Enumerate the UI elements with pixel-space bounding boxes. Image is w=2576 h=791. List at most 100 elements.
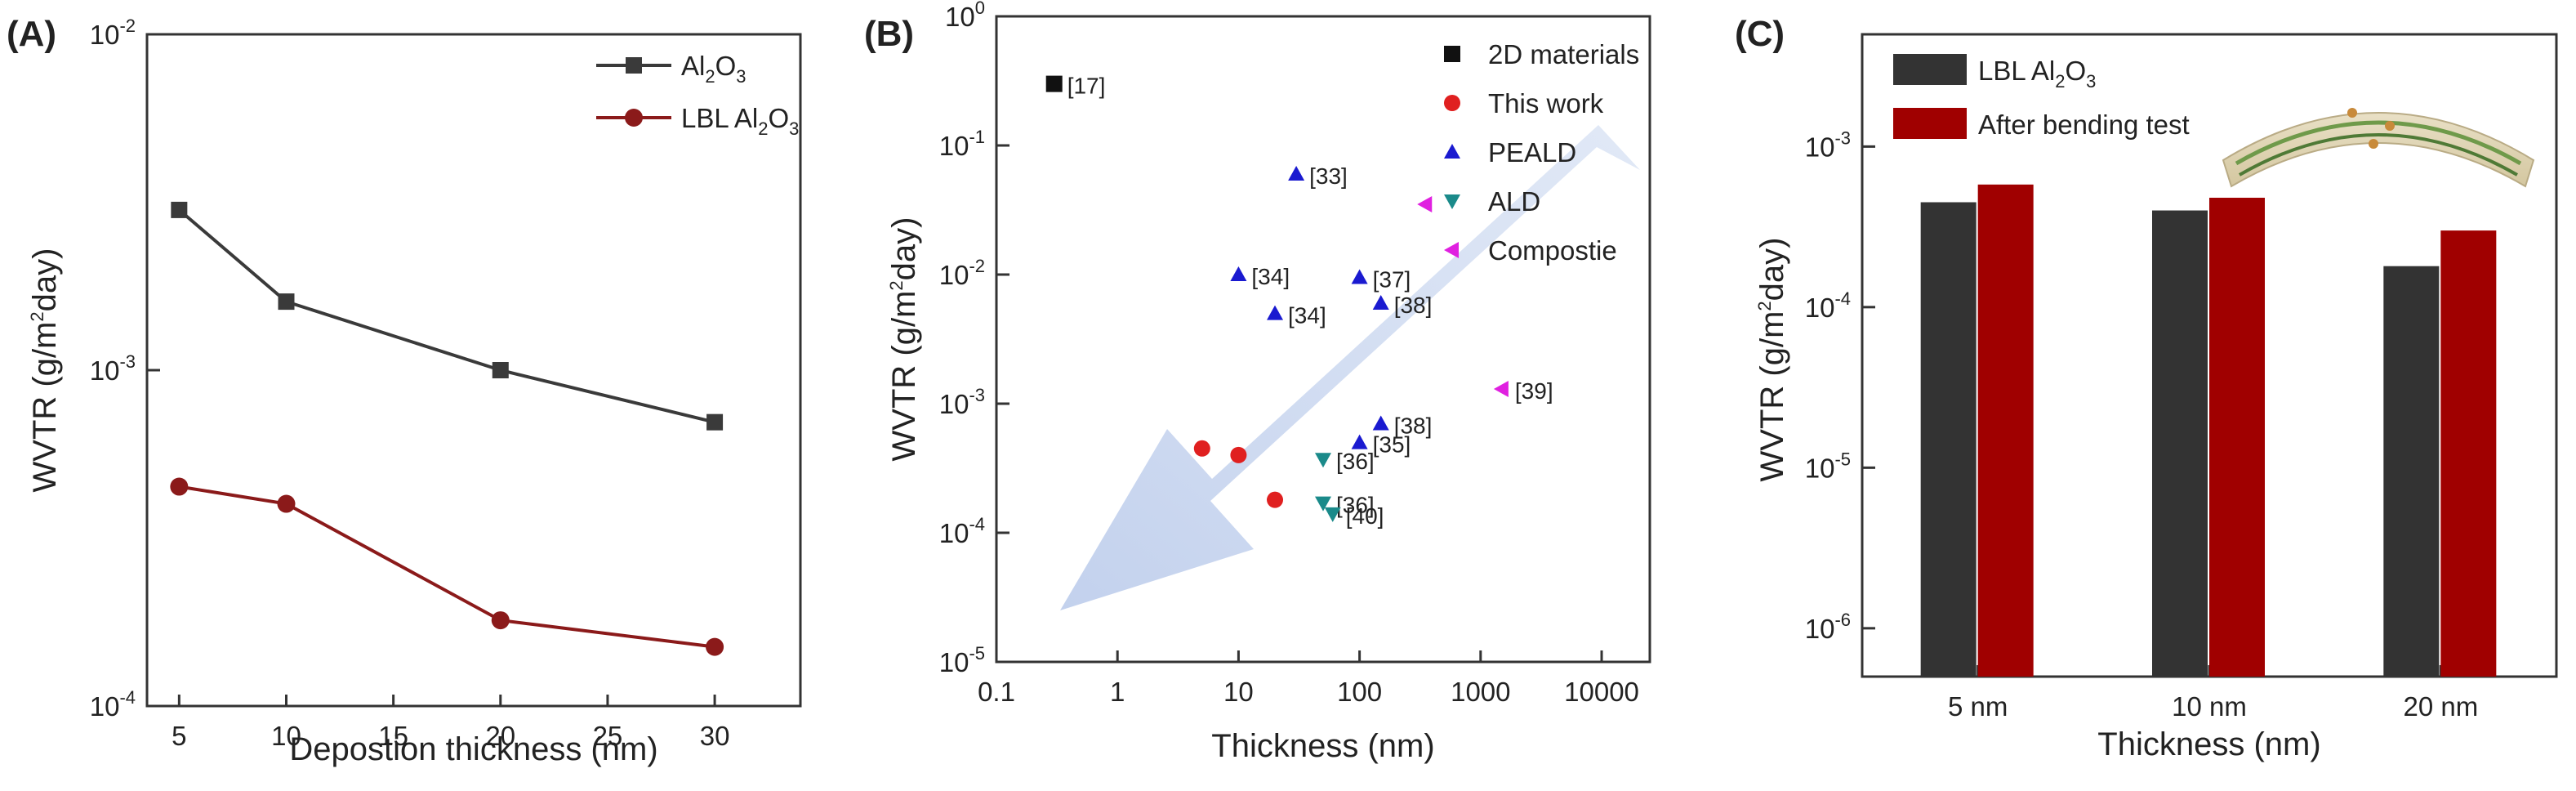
bar-0-1 [2152, 210, 2208, 677]
legend-swatch-after-bending [1893, 108, 1967, 139]
legend-label-2: PEALD [1488, 137, 1576, 168]
legend-item-al2o3: Al2O3 [596, 51, 747, 87]
x-tick-label: 5 nm [1948, 691, 2008, 722]
y-tick-label: 10-4 [939, 514, 985, 548]
reference-label: [39] [1515, 378, 1553, 404]
panel-a-series [170, 201, 724, 656]
panel-a-legend: Al2O3 LBL Al2O3 [596, 51, 799, 139]
data-point-3-2 [1324, 507, 1341, 522]
bent-layer-bottom [2239, 133, 2518, 177]
panel-a-y-axis-title: WVTR (g/m2day) [27, 248, 63, 493]
reference-label: [17] [1067, 74, 1106, 99]
legend-marker-square [626, 57, 642, 74]
panel-c-legend: LBL Al2O3 After bending test [1893, 54, 2190, 140]
x-tick-label: 1 [1110, 677, 1125, 707]
y-tick-label: 10-3 [1805, 127, 1851, 162]
legend-label-3: ALD [1488, 186, 1540, 217]
data-point-2-4 [1372, 295, 1389, 311]
y-tick-label: 10-3 [939, 385, 985, 419]
panel-a-x-axis-title: Depostion thickness (nm) [289, 731, 657, 767]
data-point-2-5 [1372, 415, 1389, 431]
data-point-0-2 [492, 362, 509, 378]
panel-label-c: (C) [1735, 14, 1785, 54]
x-tick-label: 10 [271, 721, 301, 751]
x-tick-label: 10 nm [2172, 691, 2247, 722]
x-tick-label: 0.1 [978, 677, 1015, 707]
legend-label-0: 2D materials [1488, 39, 1639, 69]
bent-film-illustration [2222, 108, 2535, 188]
legend-label-after-bending: After bending test [1978, 109, 2190, 140]
panel-c: (C) 10-3 10-4 10-5 10-6 5 nm 10 nm 20 nm Thick… [1735, 14, 2558, 762]
panel-c-y-axis-title: WVTR (g/m2day) [1754, 238, 1790, 482]
data-point-0-1 [278, 293, 295, 311]
data-point-4-0 [1417, 196, 1433, 213]
data-point-2-1 [1230, 266, 1247, 281]
data-point-1-2 [491, 611, 510, 630]
bar-1-2 [2440, 230, 2497, 677]
y-tick-label: 10-3 [90, 351, 136, 386]
data-point-0-3 [706, 413, 724, 431]
y-tick-label: 10-4 [90, 687, 136, 722]
legend-marker-3 [1444, 194, 1460, 209]
reference-label: [36] [1336, 493, 1375, 518]
panel-b-y-axis-title: WVTR (g/m2day) [886, 217, 922, 462]
reference-label: [40] [1346, 503, 1384, 529]
y-tick-label: 10-2 [939, 256, 985, 290]
legend-item-lbl-al2o3-bar: LBL Al2O3 [1893, 54, 2096, 92]
legend-label-al2o3: Al2O3 [681, 51, 747, 87]
x-tick-label: 30 [700, 721, 730, 751]
panel-b-frame [995, 15, 1651, 664]
y-tick-label: 100 [945, 0, 985, 32]
data-point-2-2 [1267, 305, 1284, 320]
data-point-1-1 [1230, 446, 1247, 463]
panel-b-series: [17][33][34][34][37][38][38][35][36][36]… [1045, 74, 1553, 529]
x-tick-label: 20 nm [2403, 691, 2478, 722]
reference-label: [35] [1373, 432, 1411, 458]
legend-marker-circle [625, 109, 643, 127]
bent-marker-3 [2369, 139, 2378, 149]
series-line-0 [178, 208, 715, 424]
x-tick-label: 100 [1337, 677, 1382, 707]
reference-label: [38] [1394, 293, 1433, 318]
x-tick-label: 15 [378, 721, 408, 751]
panel-c-series [1920, 184, 2497, 677]
reference-label: [34] [1288, 303, 1326, 328]
x-tick-label: 1000 [1451, 677, 1510, 707]
data-point-2-0 [1288, 166, 1305, 181]
legend-label-lbl-al2o3-bar: LBL Al2O3 [1978, 56, 2096, 92]
x-tick-label: 20 [485, 721, 515, 751]
data-point-0-0 [1045, 75, 1063, 92]
reference-label: [38] [1394, 413, 1433, 438]
legend-marker-4 [1444, 242, 1459, 258]
bar-1-1 [2209, 197, 2265, 677]
x-tick-label: 5 [172, 721, 186, 751]
reference-label: [34] [1251, 264, 1290, 289]
bent-strip [2222, 112, 2535, 188]
legend-swatch-lbl-al2o3 [1893, 54, 1967, 85]
bar-0-2 [2383, 266, 2440, 677]
data-point-3-0 [1315, 453, 1331, 468]
series-line-1 [179, 485, 715, 649]
x-tick-label: 25 [593, 721, 623, 751]
data-point-4-1 [1493, 380, 1509, 397]
panel-a-ticks: 5 10 15 20 25 30 10-2 10-3 10-4 [90, 16, 730, 751]
data-point-1-0 [1193, 440, 1210, 457]
data-point-1-1 [277, 494, 296, 513]
bent-marker-1 [2347, 108, 2357, 118]
panel-label-a: (A) [7, 14, 56, 54]
bent-layer-top [2235, 120, 2522, 166]
panel-b: (B) 0.1 1 10 100 1000 10000 100 10-1 10-2 10-3 10-… [864, 0, 1651, 764]
x-tick-label: 10000 [1564, 677, 1639, 707]
y-tick-label: 10-5 [939, 643, 985, 677]
legend-marker-1 [1444, 95, 1460, 111]
trend-arrow [1060, 125, 1640, 610]
bar-1-0 [1977, 184, 2034, 677]
y-tick-label: 10-2 [90, 16, 136, 50]
legend-label-1: This work [1488, 88, 1604, 118]
x-tick-label: 10 [1223, 677, 1254, 707]
data-point-1-0 [170, 477, 189, 496]
y-tick-label: 10-1 [939, 127, 985, 161]
panel-b-x-axis-title: Thickness (nm) [1211, 728, 1434, 764]
panel-b-legend: 2D materials This work PEALD ALD Compostie [1444, 39, 1639, 266]
